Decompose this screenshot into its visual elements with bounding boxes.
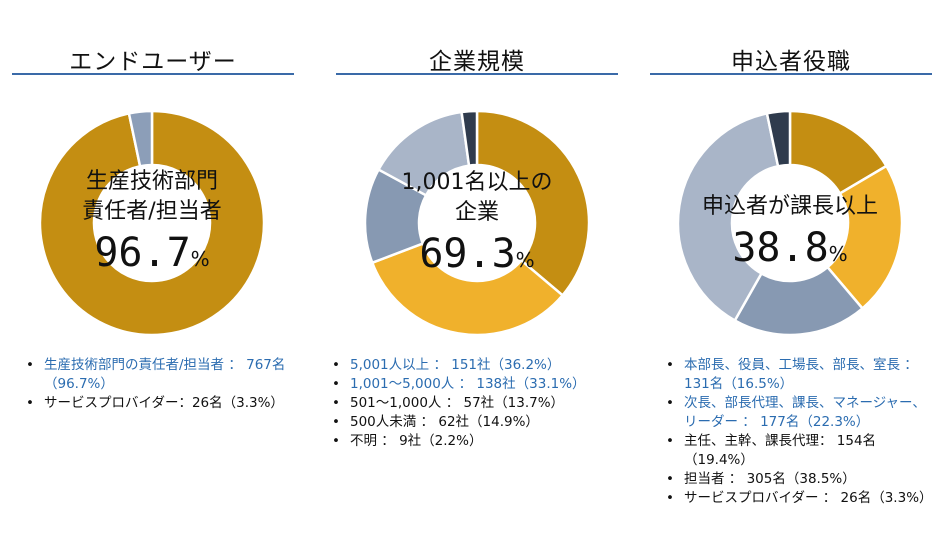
- donut-slice: [475, 109, 591, 298]
- panel-company-size: 企業規模 1,001名以上の 企業 69.3% 5,001人以上 ： 151社（…: [332, 0, 618, 556]
- legend-item: 主任、主幹、課長代理： 154名（19.4%）: [664, 432, 926, 470]
- donut-slice: [676, 111, 780, 323]
- legend-list: 生産技術部門の責任者/担当者 ： 767名（96.7%） サービスプロバイダー：…: [24, 356, 286, 413]
- legend-item: 次長、部長代理、課長、マネージャー、リーダー ： 177名（22.3%）: [664, 394, 926, 432]
- center-line-2: 責任者/担当者: [82, 199, 222, 224]
- legend-item: 不明 ： 9社（2.2%）: [330, 432, 620, 451]
- donut-slice: [127, 109, 154, 168]
- donut-slice: [38, 109, 266, 337]
- legend-item: 500人未満 ： 62社（14.9%）: [330, 413, 620, 432]
- legend-item: 本部長、役員、工場長、部長、室長 ： 131名（16.5%）: [664, 356, 926, 394]
- donut-slice: [765, 109, 792, 168]
- panel-applicant-position: 申込者役職 申込者が課長以上 38.8% 本部長、役員、工場長、部長、室長 ： …: [650, 0, 933, 556]
- donut-center-label: 1,001名以上の 企業 69.3%: [347, 168, 607, 286]
- donut-slice: [825, 164, 904, 311]
- center-percentage: 69.3%: [347, 228, 607, 286]
- title-underline: [12, 73, 294, 75]
- donut-slice: [460, 109, 479, 167]
- title-underline: [336, 73, 618, 75]
- legend-item: サービスプロバイダー ： 26名（3.3%）: [664, 489, 933, 508]
- donut-chart-company-size: [363, 109, 591, 337]
- center-value: 38.8: [732, 225, 829, 271]
- donut-chart-end-user: [38, 109, 266, 337]
- center-value: 96.7: [94, 230, 191, 276]
- center-value: 69.3: [419, 231, 516, 277]
- center-percentage: 96.7%: [22, 227, 282, 285]
- center-unit: %: [515, 248, 535, 272]
- panel-title: エンドユーザー: [69, 49, 237, 75]
- center-line-1: 1,001名以上の: [401, 170, 553, 195]
- donut-chart-applicant-position: [676, 109, 904, 337]
- center-line-2: 企業: [454, 200, 499, 225]
- panel-title: 企業規模: [429, 49, 525, 75]
- center-line-1: 申込者が課長以上: [701, 194, 878, 219]
- legend-list: 本部長、役員、工場長、部長、室長 ： 131名（16.5%） 次長、部長代理、課…: [664, 356, 933, 508]
- panel-title: 申込者役職: [731, 49, 851, 75]
- center-unit: %: [190, 247, 210, 271]
- legend-item: 501～1,000人 ： 57社（13.7%）: [330, 394, 620, 413]
- legend-item: サービスプロバイダー：26名（3.3%）: [24, 394, 286, 413]
- center-percentage: 38.8%: [660, 222, 920, 280]
- title-underline: [650, 73, 932, 75]
- center-unit: %: [828, 242, 848, 266]
- panel-end-user: エンドユーザー 生産技術部門 責任者/担当者 96.7% 生産技術部門の責任者/…: [12, 0, 294, 556]
- legend-item: 1,001～5,000人 ： 138社（33.1%）: [330, 375, 620, 394]
- donut-slice: [370, 241, 565, 337]
- legend-item: 5,001人以上 ： 151社（36.2%）: [330, 356, 620, 375]
- legend-list: 5,001人以上 ： 151社（36.2%） 1,001～5,000人 ： 13…: [330, 356, 620, 451]
- donut-center-label: 生産技術部門 責任者/担当者 96.7%: [22, 167, 282, 285]
- legend-item: 生産技術部門の責任者/担当者 ： 767名（96.7%）: [24, 356, 286, 394]
- center-line-1: 生産技術部門: [85, 169, 218, 194]
- legend-item: 担当者 ： 305名（38.5%）: [664, 470, 926, 489]
- donut-center-label: 申込者が課長以上 38.8%: [660, 192, 920, 280]
